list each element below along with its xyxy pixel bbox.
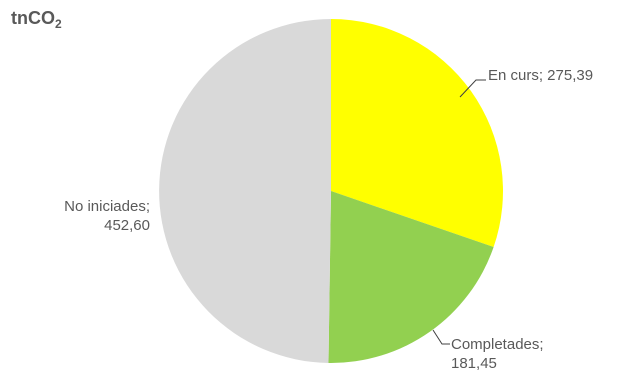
pie-slice-en-curs <box>331 19 504 248</box>
data-label-completades: Completades; 181,45 <box>451 336 544 372</box>
data-label-en-curs: En curs; 275,39 <box>488 67 593 84</box>
chart-unit-title: tnCO2 <box>11 8 62 31</box>
pie-slice-no-iniciades <box>159 19 331 363</box>
data-label-no-iniciades: No iniciades; 452,60 <box>64 198 150 234</box>
leader-line-en-curs <box>459 79 486 98</box>
leader-line-completades <box>432 329 450 345</box>
pie-slice-completades <box>328 191 494 363</box>
